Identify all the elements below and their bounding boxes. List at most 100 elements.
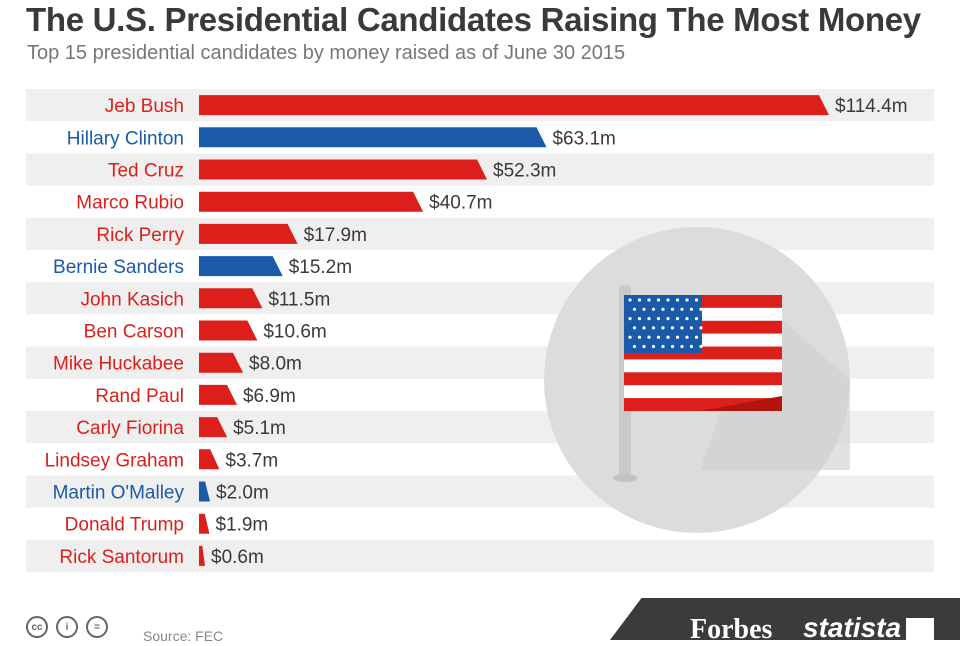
value-label: $0.6m — [211, 547, 264, 568]
flag-star-icon — [656, 298, 661, 302]
category-label: John Kasich — [80, 289, 184, 310]
value-label: $40.7m — [429, 193, 492, 214]
value-label: $52.3m — [493, 161, 556, 182]
flag-star-icon — [637, 298, 642, 302]
flag-stripe-icon — [624, 385, 782, 399]
bar — [199, 545, 205, 566]
flag-star-icon — [675, 317, 680, 321]
flag-star-icon — [628, 335, 632, 339]
category-label: Martin O'Malley — [53, 483, 185, 504]
flag-star-icon — [666, 298, 670, 302]
flag-star-icon — [647, 335, 651, 339]
flag-star-icon — [651, 307, 656, 311]
equals-icon: = — [86, 616, 108, 638]
flag-star-icon — [632, 307, 637, 311]
flag-star-icon — [637, 335, 642, 339]
flag-star-icon — [637, 317, 642, 321]
category-label: Hillary Clinton — [67, 128, 184, 149]
flagpole-base-icon — [613, 474, 637, 482]
bar — [199, 95, 829, 116]
category-label: Lindsey Graham — [45, 450, 184, 471]
bar — [199, 223, 298, 244]
flag-star-icon — [689, 307, 694, 311]
value-label: $11.5m — [268, 289, 330, 310]
category-label: Mike Huckabee — [53, 354, 184, 375]
flag-star-icon — [661, 326, 665, 330]
chart-subtitle: Top 15 presidential candidates by money … — [27, 42, 626, 64]
bar — [199, 191, 424, 212]
flag-star-icon — [632, 326, 637, 330]
flag-star-icon — [670, 326, 675, 330]
flag-star-icon — [647, 298, 651, 302]
flag-star-icon — [675, 335, 680, 339]
bar — [199, 449, 220, 470]
value-label: $6.9m — [243, 386, 296, 407]
flag-star-icon — [666, 317, 670, 321]
flag-star-icon — [642, 307, 646, 311]
statista-mark-icon — [906, 618, 934, 642]
flag-star-icon — [670, 307, 675, 311]
flag-star-icon — [666, 335, 670, 339]
flag-star-icon — [628, 298, 632, 302]
bar — [199, 320, 258, 341]
category-label: Rand Paul — [95, 386, 184, 407]
bar — [199, 513, 210, 534]
bar — [199, 384, 237, 405]
flag-star-icon — [661, 307, 665, 311]
flag-star-icon — [642, 344, 646, 349]
bar — [199, 288, 263, 309]
flag-star-icon — [632, 344, 637, 349]
flag-stripe-icon — [624, 372, 782, 386]
flag-canton-icon — [624, 295, 702, 353]
license-icons: cc i = — [26, 616, 108, 638]
value-label: $8.0m — [249, 354, 302, 375]
category-label: Jeb Bush — [105, 96, 184, 117]
bar-chart: Jeb Bush $114.4m Hillary Clinton $63.1m Ted … — [26, 89, 934, 572]
value-label: $10.6m — [263, 322, 326, 343]
value-label: $5.1m — [233, 418, 286, 439]
flag-star-icon — [699, 307, 703, 311]
flag-star-icon — [642, 326, 646, 330]
flag-star-icon — [661, 344, 665, 349]
value-label: $114.4m — [835, 96, 908, 117]
category-label: Ben Carson — [84, 322, 184, 343]
flag-star-icon — [699, 344, 703, 349]
row-background — [26, 217, 934, 250]
value-label: $17.9m — [304, 225, 367, 246]
forbes-logo: Forbes — [690, 614, 773, 645]
category-label: Carly Fiorina — [76, 418, 184, 439]
flag-star-icon — [694, 298, 699, 302]
flag-star-icon — [647, 317, 651, 321]
value-label: $2.0m — [216, 483, 269, 504]
cc-icon: cc — [26, 616, 48, 638]
flag-star-icon — [689, 326, 694, 330]
flag-star-icon — [699, 326, 703, 330]
flag-star-icon — [651, 326, 656, 330]
flag-star-icon — [628, 317, 632, 321]
attribution-icon: i — [56, 616, 78, 638]
category-label: Marco Rubio — [76, 193, 184, 214]
value-label: $63.1m — [552, 128, 615, 149]
value-label: $1.9m — [215, 515, 268, 536]
source-text: Source: FEC — [143, 628, 224, 644]
flag-star-icon — [670, 344, 675, 349]
category-label: Rick Santorum — [59, 547, 184, 568]
flag-star-icon — [685, 298, 689, 302]
bar — [199, 127, 547, 148]
category-label: Donald Trump — [65, 515, 184, 536]
bar — [199, 159, 488, 180]
flag-star-icon — [680, 326, 684, 330]
flag-star-icon — [651, 344, 656, 349]
value-label: $15.2m — [289, 257, 352, 278]
bar — [199, 352, 244, 373]
bar — [199, 481, 211, 502]
flag-star-icon — [656, 335, 661, 339]
flag-star-icon — [694, 335, 699, 339]
chart-title: The U.S. Presidential Candidates Raising… — [26, 1, 921, 38]
flag-stripe-icon — [624, 359, 782, 373]
statista-logo: statista — [803, 612, 902, 643]
flag-star-icon — [694, 317, 699, 321]
value-label: $3.7m — [225, 450, 278, 471]
category-label: Bernie Sanders — [53, 257, 184, 278]
flag-star-icon — [685, 317, 689, 321]
